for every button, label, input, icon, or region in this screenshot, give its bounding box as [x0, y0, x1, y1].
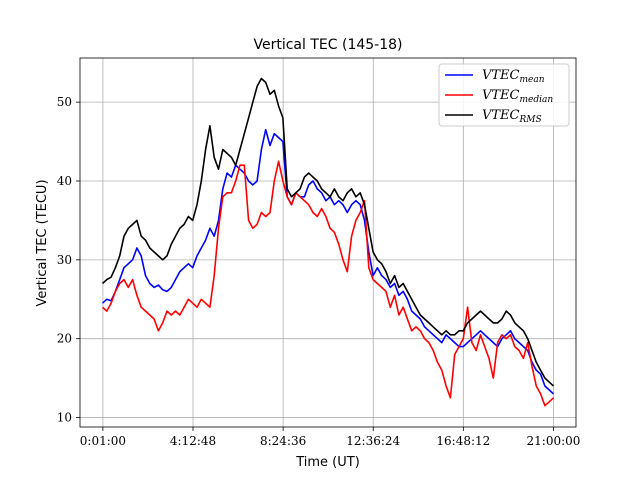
x-tick-label-1: 4:12:48	[170, 434, 216, 448]
ticks: 0:01:00 4:12:48 8:24:36 12:36:24 16:48:12 21:…	[57, 95, 581, 448]
series-line-median	[101, 160, 555, 407]
y-axis-label: Vertical TEC (TECU)	[35, 179, 50, 306]
y-tick-label-2: 30	[57, 253, 72, 267]
series-line-rms	[101, 77, 555, 387]
legend-box	[438, 63, 570, 127]
x-tick-label-0: 0:01:00	[80, 434, 126, 448]
series-layer	[101, 77, 555, 407]
plot-frame	[79, 57, 577, 428]
y-tick-label-4: 50	[57, 95, 72, 109]
y-tick-label-0: 10	[57, 411, 72, 425]
chart-title: Vertical TEC (145-18)	[254, 37, 403, 53]
x-axis-label: Time (UT)	[295, 455, 360, 470]
axes-frame	[79, 57, 577, 428]
series-line-mean	[101, 128, 555, 395]
y-tick-label-1: 20	[57, 332, 72, 346]
x-tick-label-3: 12:36:24	[346, 434, 400, 448]
x-tick-label-2: 8:24:36	[260, 434, 306, 448]
y-tick-label-3: 40	[57, 174, 72, 188]
x-tick-label-5: 21:00:00	[527, 434, 581, 448]
x-tick-label-4: 16:48:12	[436, 434, 490, 448]
